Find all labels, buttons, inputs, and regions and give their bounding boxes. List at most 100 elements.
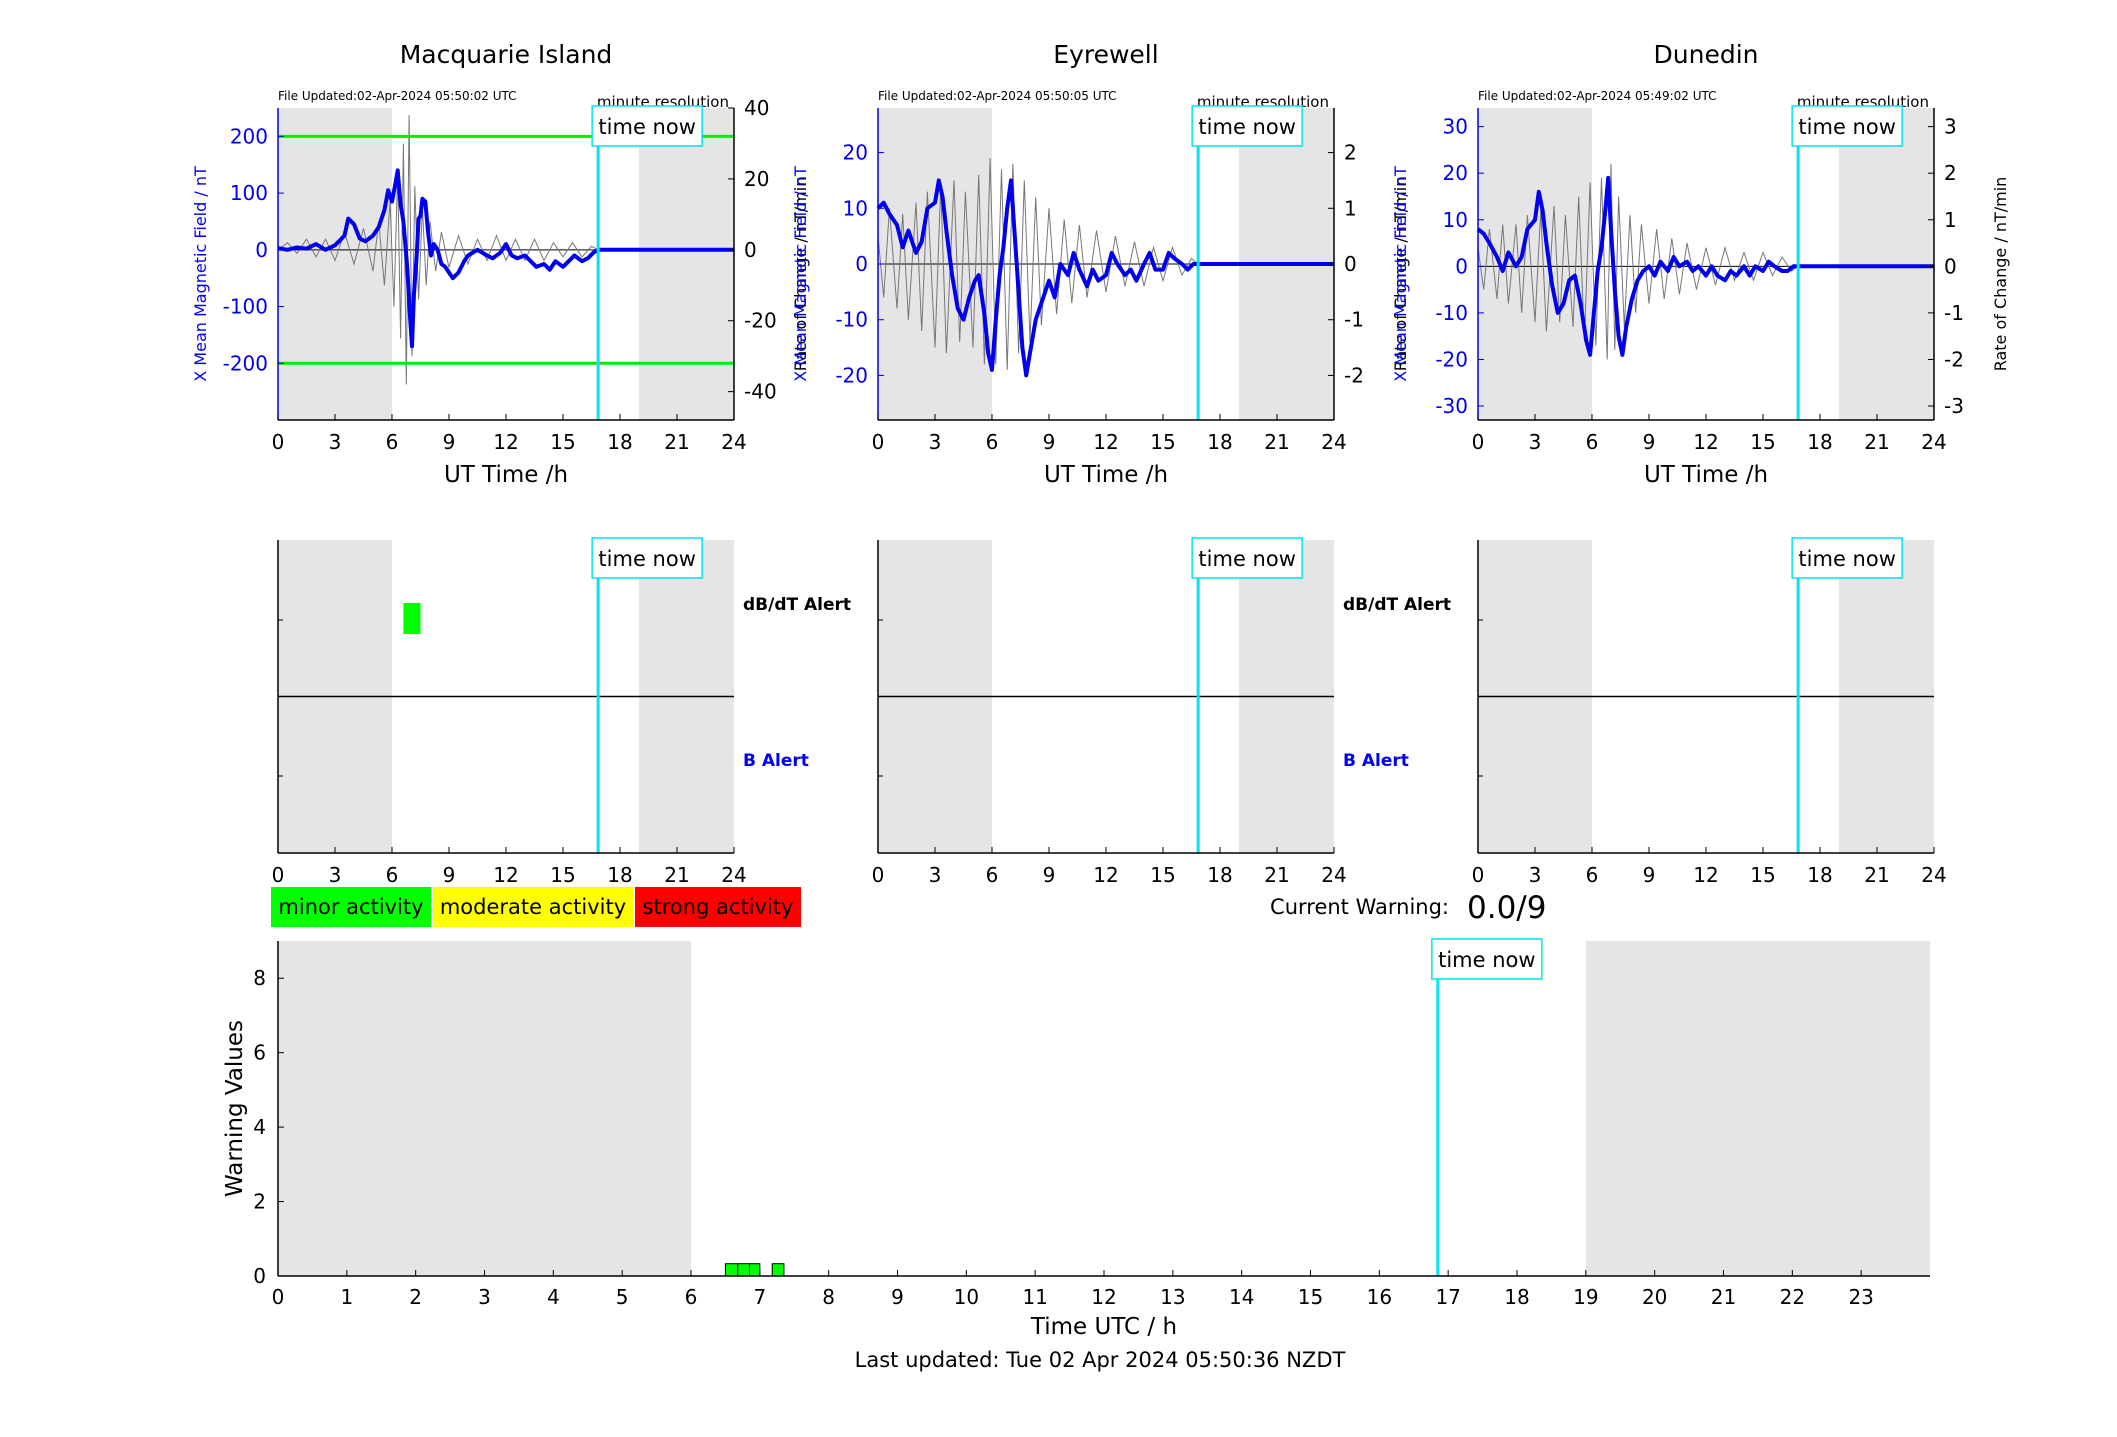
- x-tick-label: 18: [607, 430, 632, 454]
- legend-strong-label: strong activity: [643, 895, 794, 919]
- x-tick-label: 12: [1693, 430, 1718, 454]
- station-panel-0: Macquarie Island File Updated:02-Apr-2024…: [191, 40, 851, 887]
- alert-x-tick-label: 12: [493, 863, 518, 887]
- x-tick-label: 21: [1264, 430, 1289, 454]
- y-tick-label-left: 0: [255, 238, 268, 262]
- warning-x-tick-label: 21: [1711, 1285, 1736, 1309]
- warning-x-tick-label: 5: [616, 1285, 629, 1309]
- alert-now-marker-label: time now: [1798, 547, 1895, 571]
- alert-now-marker-box: [1191, 537, 1303, 579]
- x-axis-label: UT Time /h: [1044, 462, 1168, 488]
- warning-night-shade: [1585, 941, 1930, 1276]
- x-tick-label: 15: [550, 430, 575, 454]
- warning-x-tick-label: 18: [1504, 1285, 1529, 1309]
- warning-x-tick-label: 12: [1091, 1285, 1116, 1309]
- x-tick-label: 0: [272, 430, 285, 454]
- warning-x-tick-label: 23: [1848, 1285, 1873, 1309]
- warning-bar: [737, 1263, 751, 1277]
- y-axis-label-right: Rate of Change / nT/min: [1991, 177, 2010, 372]
- alert-x-tick-label: 12: [1093, 863, 1118, 887]
- alert-x-tick-label: 24: [721, 863, 746, 887]
- dbdt-alert-label: dB/dT Alert: [743, 595, 851, 615]
- warning-x-tick-label: 17: [1435, 1285, 1460, 1309]
- y-tick-label-right: -2: [1344, 363, 1364, 387]
- y-tick-label-right: -20: [744, 309, 777, 333]
- alert-x-tick-label: 9: [1043, 863, 1056, 887]
- x-tick-label: 3: [1529, 430, 1542, 454]
- y-tick-label-right: 0: [1344, 252, 1357, 276]
- station-title: Eyrewell: [1053, 40, 1158, 69]
- warning-x-tick-label: 3: [478, 1285, 491, 1309]
- field-series: [277, 168, 734, 349]
- file-updated-text: File Updated:02-Apr-2024 05:50:05 UTC: [878, 89, 1117, 103]
- y-tick-label-left: 200: [230, 124, 268, 148]
- alert-x-tick-label: 12: [1693, 863, 1718, 887]
- y-axis-label-left: X Mean Magnetic Field / nT: [791, 166, 810, 382]
- field-series: [876, 178, 1334, 378]
- station-title: Dunedin: [1654, 40, 1759, 69]
- alert-x-tick-label: 15: [1750, 863, 1775, 887]
- alert-x-tick-label: 3: [929, 863, 942, 887]
- y-tick-label-right: 0: [1944, 254, 1957, 278]
- x-tick-label: 0: [1472, 430, 1485, 454]
- y-tick-label-left: 0: [855, 252, 868, 276]
- legend-moderate-swatch: [433, 887, 634, 927]
- alert-x-tick-label: 6: [986, 863, 999, 887]
- rate-of-change-series: [277, 115, 599, 385]
- y-tick-label-left: -10: [835, 308, 868, 332]
- legend-moderate-label: moderate activity: [440, 895, 626, 919]
- alert-x-tick-label: 18: [1807, 863, 1832, 887]
- alert-x-tick-label: 3: [329, 863, 342, 887]
- alert-x-tick-label: 18: [1207, 863, 1232, 887]
- b-alert-label: B Alert: [743, 751, 809, 771]
- alert-x-tick-label: 24: [1321, 863, 1346, 887]
- station-panel-2: Dunedin File Updated:02-Apr-2024 05:49:02…: [1391, 40, 2010, 887]
- x-tick-label: 15: [1150, 430, 1175, 454]
- night-shade: [1478, 108, 1592, 420]
- y-tick-label-left: 10: [1443, 208, 1468, 232]
- alert-x-tick-label: 9: [443, 863, 456, 887]
- x-tick-label: 24: [1921, 430, 1946, 454]
- alert-x-tick-label: 0: [272, 863, 285, 887]
- y-tick-label-right: 1: [1944, 208, 1957, 232]
- now-marker-label: time now: [1198, 115, 1295, 139]
- x-tick-label: 9: [1043, 430, 1056, 454]
- warning-x-axis-label: Time UTC / h: [1030, 1314, 1177, 1340]
- alert-x-tick-label: 21: [1864, 863, 1889, 887]
- y-tick-label-left: -100: [223, 295, 268, 319]
- y-axis-label-left: X Mean Magnetic Field / nT: [1391, 166, 1410, 382]
- x-tick-label: 12: [1093, 430, 1118, 454]
- warning-y-tick-label: 4: [253, 1115, 266, 1139]
- y-axis-label-right: Rate of Change / nT/min: [1391, 177, 1410, 372]
- alert-x-tick-label: 15: [1150, 863, 1175, 887]
- y-tick-label-left: 100: [230, 181, 268, 205]
- alert-x-tick-label: 0: [1472, 863, 1485, 887]
- y-tick-label-right: -1: [1344, 308, 1364, 332]
- warning-x-tick-label: 14: [1229, 1285, 1254, 1309]
- y-tick-label-left: 20: [843, 141, 868, 165]
- x-tick-label: 21: [664, 430, 689, 454]
- y-tick-label-left: -20: [1435, 347, 1468, 371]
- warning-x-tick-label: 2: [409, 1285, 422, 1309]
- y-tick-label-left: -10: [1435, 301, 1468, 325]
- x-tick-label: 9: [443, 430, 456, 454]
- current-warning-value: 0.0/9: [1467, 890, 1546, 926]
- y-tick-label-left: -200: [223, 351, 268, 375]
- y-tick-label-right: 0: [744, 238, 757, 262]
- alert-x-tick-label: 9: [1643, 863, 1656, 887]
- night-shade: [1839, 108, 1934, 420]
- y-tick-label-right: -3: [1944, 394, 1964, 418]
- y-tick-label-right: -1: [1944, 301, 1964, 325]
- x-tick-label: 6: [386, 430, 399, 454]
- x-tick-label: 0: [872, 430, 885, 454]
- y-axis-label-right: Rate of Change / nT/min: [791, 177, 810, 372]
- alert-x-tick-label: 24: [1921, 863, 1946, 887]
- y-tick-label-left: 20: [1443, 161, 1468, 185]
- x-tick-label: 6: [1586, 430, 1599, 454]
- y-tick-label-right: 2: [1944, 161, 1957, 185]
- x-axis-label: UT Time /h: [1644, 462, 1768, 488]
- x-tick-label: 18: [1207, 430, 1232, 454]
- now-marker-label: time now: [598, 115, 695, 139]
